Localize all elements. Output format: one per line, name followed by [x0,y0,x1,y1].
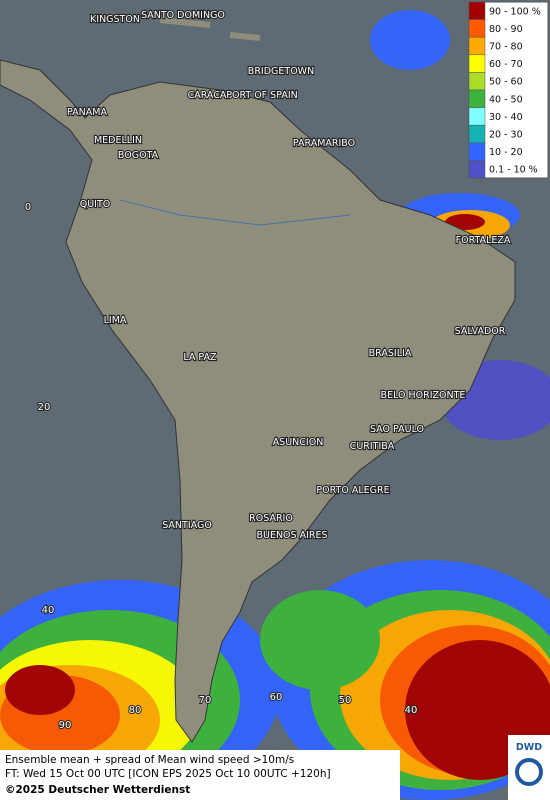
city-label: SAO PAULO [370,424,424,435]
legend-swatch [468,54,486,73]
river [119,199,351,226]
city-label: PANAMA [67,107,107,118]
city-label: CURITIBA [350,441,395,452]
city-label: PORTO ALEGRE [316,485,389,496]
city-label: SANTIAGO [162,520,212,531]
city-label: LA PAZ [183,352,217,363]
city-label: BUENOS AIRES [256,530,327,541]
city-label: MEDELLIN [94,135,142,146]
legend-label: 20 - 30 [489,130,523,141]
caption-box [0,750,400,800]
grid-label: 90 [59,720,72,731]
legend-label: 60 - 70 [489,59,523,70]
logo: DWD [516,742,542,753]
city-label: ASUNCION [273,437,324,448]
legend-label: 10 - 20 [489,147,523,158]
legend-swatch [468,124,486,144]
city-label: FORTALEZA [456,235,511,246]
caption-line: ©2025 Deutscher Wetterdienst [5,784,190,796]
grid-label: 60 [270,692,283,703]
city-label: BOGOTA [118,150,159,161]
legend-label: 50 - 60 [489,77,523,88]
city-label: BRIDGETOWN [248,66,314,77]
logo-box [508,735,550,800]
legend-swatch [468,19,486,38]
city-labels: KINGSTON SANTO DOMINGOBRIDGETOWNCARACASPO… [66,9,512,542]
grid-labels: 0 20 40 60 50 40 70 80 90 [24,201,419,732]
legend-label: 30 - 40 [489,112,523,123]
legend-swatch [468,89,486,108]
legend-swatch [468,142,486,161]
grid-label: 0 [25,202,31,213]
islands [159,17,261,41]
city-label: LIMA [104,315,127,326]
legend: 90 - 100 % 80 - 90 70 - 80 60 - 70 50 - 60 40… [468,1,549,179]
legend-label: 80 - 90 [489,24,523,35]
caption-line: FT: Wed 15 Oct 00 UTC [ICON EPS 2025 Oct… [5,768,331,780]
legend-label: 90 - 100 % [489,6,541,17]
city-label: KINGSTON [90,14,140,25]
grid-label: 40 [405,705,418,716]
legend-swatch [468,36,486,56]
city-label: BRASILIA [369,348,412,359]
logo-icon [515,758,543,786]
city-label: PARAMARIBO [293,138,355,149]
legend-swatch [468,1,486,20]
land [0,59,516,743]
city-label: SANTO DOMINGO [141,10,225,21]
legend-label: 70 - 80 [489,42,523,53]
grid-label: 40 [42,605,55,616]
legend-label: 40 - 50 [489,94,523,105]
grid-label: 50 [339,695,352,706]
grid-label: 20 [38,402,51,413]
grid-label: 80 [129,705,142,716]
caption-line: Ensemble mean + spread of Mean wind spee… [5,754,294,766]
legend-swatch [468,160,486,179]
city-label: PORT OF SPAIN [226,90,297,101]
city-label: BELO HORIZONTE [381,390,466,401]
grid-label: 70 [199,695,212,706]
city-label: CARACAS [188,90,233,101]
legend-swatch [468,72,486,91]
city-label: ROSARIO [249,513,293,524]
city-label: QUITO [80,199,111,210]
legend-swatch [468,107,486,126]
city-label: SALVADOR [455,326,506,337]
legend-label: 0.1 - 10 % [489,165,538,176]
